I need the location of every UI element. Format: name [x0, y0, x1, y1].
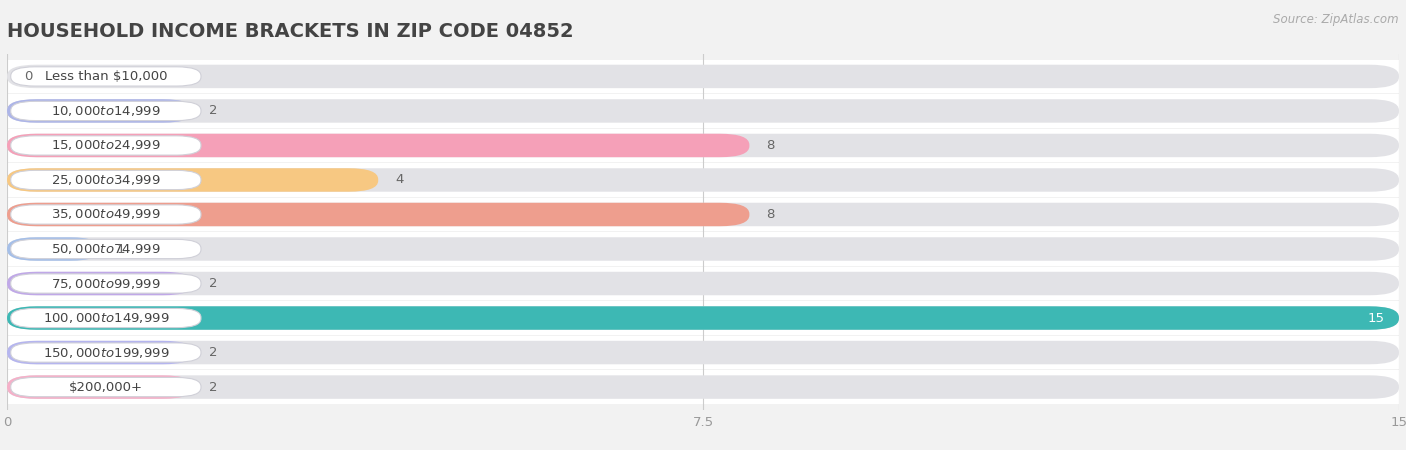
- FancyBboxPatch shape: [7, 60, 1399, 93]
- Text: 1: 1: [117, 243, 125, 256]
- FancyBboxPatch shape: [7, 203, 749, 226]
- FancyBboxPatch shape: [7, 198, 1399, 231]
- Text: $10,000 to $14,999: $10,000 to $14,999: [51, 104, 160, 118]
- Text: 2: 2: [209, 346, 218, 359]
- Text: 8: 8: [766, 139, 775, 152]
- FancyBboxPatch shape: [7, 272, 193, 295]
- FancyBboxPatch shape: [11, 274, 201, 293]
- Text: $35,000 to $49,999: $35,000 to $49,999: [51, 207, 160, 221]
- FancyBboxPatch shape: [11, 67, 201, 86]
- Text: 15: 15: [1368, 311, 1385, 324]
- Text: $150,000 to $199,999: $150,000 to $199,999: [42, 346, 169, 360]
- Text: $200,000+: $200,000+: [69, 381, 143, 394]
- Text: 2: 2: [209, 277, 218, 290]
- FancyBboxPatch shape: [7, 341, 1399, 364]
- FancyBboxPatch shape: [11, 136, 201, 155]
- FancyBboxPatch shape: [11, 101, 201, 121]
- FancyBboxPatch shape: [7, 272, 1399, 295]
- FancyBboxPatch shape: [7, 302, 1399, 335]
- Text: HOUSEHOLD INCOME BRACKETS IN ZIP CODE 04852: HOUSEHOLD INCOME BRACKETS IN ZIP CODE 04…: [7, 22, 574, 41]
- Text: 0: 0: [24, 70, 32, 83]
- Text: 4: 4: [395, 174, 404, 186]
- FancyBboxPatch shape: [11, 308, 201, 328]
- FancyBboxPatch shape: [11, 343, 201, 362]
- FancyBboxPatch shape: [11, 378, 201, 397]
- FancyBboxPatch shape: [7, 168, 378, 192]
- Text: $25,000 to $34,999: $25,000 to $34,999: [51, 173, 160, 187]
- FancyBboxPatch shape: [7, 306, 1399, 330]
- Text: $75,000 to $99,999: $75,000 to $99,999: [51, 276, 160, 291]
- FancyBboxPatch shape: [7, 341, 193, 364]
- Text: $50,000 to $74,999: $50,000 to $74,999: [51, 242, 160, 256]
- FancyBboxPatch shape: [7, 168, 1399, 192]
- FancyBboxPatch shape: [7, 306, 1399, 330]
- FancyBboxPatch shape: [7, 233, 1399, 266]
- FancyBboxPatch shape: [7, 94, 1399, 127]
- FancyBboxPatch shape: [7, 375, 1399, 399]
- FancyBboxPatch shape: [7, 370, 1399, 404]
- Text: Less than $10,000: Less than $10,000: [45, 70, 167, 83]
- FancyBboxPatch shape: [7, 237, 100, 261]
- FancyBboxPatch shape: [7, 129, 1399, 162]
- FancyBboxPatch shape: [7, 375, 193, 399]
- FancyBboxPatch shape: [7, 163, 1399, 197]
- FancyBboxPatch shape: [7, 203, 1399, 226]
- FancyBboxPatch shape: [11, 205, 201, 224]
- FancyBboxPatch shape: [7, 99, 1399, 123]
- Text: 2: 2: [209, 381, 218, 394]
- Text: $100,000 to $149,999: $100,000 to $149,999: [42, 311, 169, 325]
- FancyBboxPatch shape: [7, 134, 1399, 157]
- FancyBboxPatch shape: [11, 171, 201, 189]
- FancyBboxPatch shape: [7, 99, 193, 123]
- FancyBboxPatch shape: [7, 134, 749, 157]
- FancyBboxPatch shape: [11, 239, 201, 259]
- Text: 2: 2: [209, 104, 218, 117]
- FancyBboxPatch shape: [7, 267, 1399, 300]
- Text: $15,000 to $24,999: $15,000 to $24,999: [51, 139, 160, 153]
- FancyBboxPatch shape: [7, 336, 1399, 369]
- FancyBboxPatch shape: [7, 65, 1399, 88]
- FancyBboxPatch shape: [7, 237, 1399, 261]
- Text: Source: ZipAtlas.com: Source: ZipAtlas.com: [1274, 14, 1399, 27]
- Text: 8: 8: [766, 208, 775, 221]
